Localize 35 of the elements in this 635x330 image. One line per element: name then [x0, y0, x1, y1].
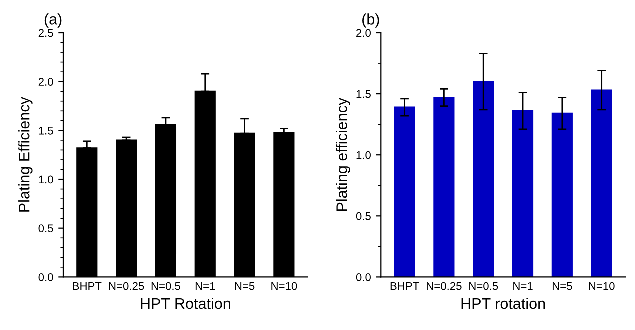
- bar: [591, 90, 612, 278]
- x-tick-label: BHPT: [390, 282, 420, 290]
- y-tick-label: 2.0: [356, 29, 371, 38]
- y-tick-label: 0.5: [356, 212, 371, 220]
- bar: [552, 112, 573, 278]
- bar: [512, 110, 534, 278]
- bar: [434, 97, 455, 278]
- chart-title: (b): [362, 14, 380, 28]
- x-tick-label: N=0.25: [109, 282, 144, 290]
- x-axis-title: HPT rotation: [462, 298, 546, 310]
- y-tick-label: 0.0: [38, 273, 54, 282]
- x-tick-label: BHPT: [73, 282, 102, 290]
- x-tick-label: N=1: [514, 282, 533, 290]
- x-tick-label: N=0.5: [470, 282, 498, 290]
- y-tick-label: 1.5: [39, 127, 54, 135]
- x-axis-title: HPT Rotation: [141, 298, 230, 310]
- bar: [473, 81, 494, 278]
- x-tick-label: N=0.5: [152, 282, 180, 290]
- chart-title: (a): [44, 14, 62, 28]
- y-tick-label: 2.0: [38, 78, 54, 86]
- x-tick-label: N=1: [196, 282, 216, 290]
- x-tick-label: N=10: [272, 282, 298, 290]
- y-axis-title: Plating Efficiency: [18, 97, 33, 212]
- x-tick-label: N=0.25: [427, 282, 462, 290]
- y-tick-label: 0.5: [38, 224, 54, 232]
- y-tick-label: 1.0: [39, 176, 54, 184]
- x-tick-label: N=5: [552, 282, 572, 290]
- y-axis-title: Plating efficiency: [336, 98, 350, 212]
- x-tick-label: N=5: [235, 282, 255, 290]
- x-tick-label: N=10: [589, 282, 615, 290]
- y-tick-label: 1.5: [356, 90, 371, 98]
- y-tick-label: 0.0: [356, 273, 371, 282]
- y-tick-label: 2.5: [38, 29, 54, 38]
- y-tick-label: 1.0: [356, 151, 371, 160]
- bar: [394, 106, 416, 278]
